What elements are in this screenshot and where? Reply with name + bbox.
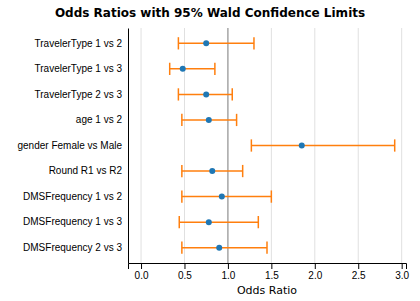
ci-row (182, 165, 243, 177)
y-tick: TravelerType 2 vs 3 (35, 89, 128, 100)
ci-row (178, 37, 254, 49)
estimate-dot (206, 219, 212, 225)
y-tick: gender Female vs Male (18, 140, 129, 151)
x-tick-mark (228, 263, 229, 269)
ci-cap-lower (181, 165, 183, 177)
x-tick-mark (184, 263, 185, 269)
chart-svg: 0.0 0.5 1.0 1.5 2.0 2.5 3.0 TravelerType 1 vs 2… (0, 0, 420, 301)
y-axis: TravelerType 1 vs 2 TravelerType 1 vs 3 Tr… (18, 29, 129, 264)
x-axis: 0.0 0.5 1.0 1.5 2.0 2.5 3.0 (129, 263, 410, 281)
y-tick: age 1 vs 2 (76, 114, 128, 125)
y-tick: DMSFrequency 2 vs 3 (23, 242, 128, 253)
ci-row (182, 242, 267, 254)
x-tick: 1.5 (265, 263, 279, 281)
x-tick-label: 1.5 (265, 270, 279, 281)
estimate-dot (299, 143, 305, 149)
x-axis-line (129, 264, 407, 270)
ci-line (251, 145, 394, 147)
ci-line (178, 43, 254, 45)
x-tick: 3.0 (395, 263, 409, 281)
ci-cap-upper (236, 114, 238, 126)
y-tick-label: TravelerType 2 vs 3 (35, 89, 123, 100)
grid-line (227, 28, 228, 263)
y-tick: DMSFrequency 1 vs 3 (23, 216, 128, 227)
y-tick-label: DMSFrequency 1 vs 2 (23, 191, 122, 202)
x-tick-label: 3.0 (395, 270, 409, 281)
ci-cap-upper (266, 242, 268, 254)
x-tick-mark (271, 263, 272, 269)
estimate-dot (219, 194, 225, 200)
y-tick-label: TravelerType 1 vs 3 (35, 63, 123, 74)
ci-cap-upper (258, 216, 260, 228)
ci-cap-lower (169, 63, 171, 75)
estimate-dot (209, 168, 215, 174)
y-tick-label: TravelerType 1 vs 2 (35, 38, 123, 49)
estimate-dot (216, 245, 222, 251)
ci-cap-lower (251, 139, 253, 151)
ci-cap-lower (181, 190, 183, 202)
ci-line (182, 196, 271, 198)
chart-container: 0.0 0.5 1.0 1.5 2.0 2.5 3.0 TravelerType 1 vs 2… (0, 0, 420, 301)
plot-area: 0.0 0.5 1.0 1.5 2.0 2.5 3.0 TravelerType 1 vs 2… (18, 28, 410, 281)
x-tick: 1.0 (221, 263, 235, 281)
x-tick-mark (315, 263, 316, 269)
ci-cap-upper (214, 63, 216, 75)
x-tick-label: 0.0 (135, 270, 149, 281)
ci-row (170, 63, 215, 75)
x-tick: 2.5 (352, 263, 366, 281)
title: Odds Ratios with 95% Wald Confidence Lim… (55, 6, 365, 20)
estimate-dot (203, 91, 209, 97)
ci-cap-lower (179, 216, 181, 228)
ci-cap-upper (253, 37, 255, 49)
x-tick-label: 2.5 (352, 270, 366, 281)
x-tick-mark (358, 263, 359, 269)
x-tick-label: 2.0 (308, 270, 322, 281)
grid-line (141, 28, 142, 263)
estimate-dot (180, 66, 186, 72)
y-tick-label: age 1 vs 2 (76, 114, 123, 125)
y-axis-line (128, 29, 129, 264)
ci-line (182, 247, 267, 249)
grid-line (401, 28, 402, 263)
grid-line (184, 28, 185, 263)
ci-cap-upper (271, 190, 273, 202)
y-tick-label: DMSFrequency 1 vs 3 (23, 216, 122, 227)
x-tick-label: 1.0 (221, 270, 235, 281)
grid (141, 28, 402, 263)
ci-cap-lower (181, 114, 183, 126)
ci-cap-lower (178, 37, 180, 49)
marks (170, 28, 395, 263)
ci-cap-lower (181, 242, 183, 254)
x-tick: 0.5 (178, 263, 192, 281)
ci-row (178, 88, 232, 100)
y-tick-label: Round R1 vs R2 (49, 165, 123, 176)
x-tick: 0.0 (135, 263, 149, 281)
reference-line (227, 28, 228, 263)
ci-cap-upper (242, 165, 244, 177)
y-tick: TravelerType 1 vs 2 (35, 38, 128, 49)
x-tick: 2.0 (308, 263, 322, 281)
y-tick: DMSFrequency 1 vs 2 (23, 191, 128, 202)
x-axis-title: Odds Ratio (237, 284, 297, 297)
estimate-dot (206, 117, 212, 123)
ci-row (182, 114, 237, 126)
ci-cap-upper (232, 88, 234, 100)
x-tick-label: 0.5 (178, 270, 192, 281)
ci-line (170, 68, 215, 70)
y-tick: Round R1 vs R2 (49, 165, 128, 176)
ci-row (182, 190, 271, 202)
estimate-dot (203, 40, 209, 46)
ci-row (251, 139, 394, 151)
y-tick-label: DMSFrequency 2 vs 3 (23, 242, 122, 253)
x-tick-mark (141, 263, 142, 269)
ci-row (179, 216, 258, 228)
ci-line (179, 221, 258, 223)
y-tick: TravelerType 1 vs 3 (35, 63, 128, 74)
ci-cap-lower (178, 88, 180, 100)
x-tick-mark (402, 263, 403, 269)
y-tick-label: gender Female vs Male (18, 140, 123, 151)
ci-cap-upper (394, 139, 396, 151)
